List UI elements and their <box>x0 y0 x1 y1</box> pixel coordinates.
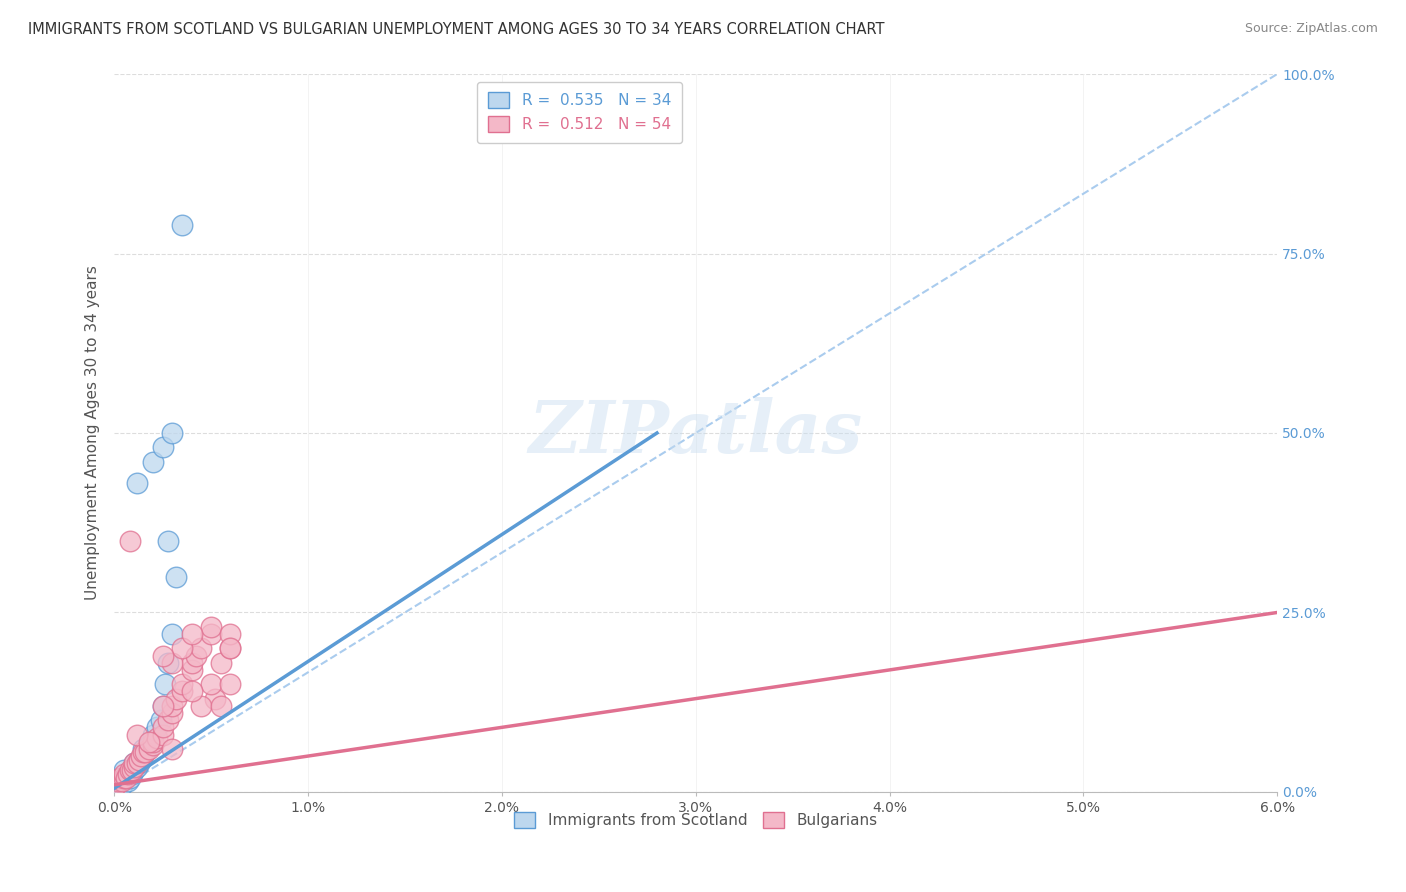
Point <box>142 739 165 753</box>
Point <box>180 656 202 670</box>
Point <box>118 533 141 548</box>
Point <box>121 764 143 778</box>
Point <box>170 641 193 656</box>
Point <box>146 731 169 745</box>
Point <box>114 771 136 785</box>
Point <box>146 720 169 734</box>
Point <box>142 735 165 749</box>
Point <box>162 425 184 440</box>
Point <box>152 727 174 741</box>
Point <box>219 627 242 641</box>
Point <box>112 767 135 781</box>
Point <box>200 627 222 641</box>
Point <box>170 684 193 698</box>
Point <box>108 771 131 785</box>
Point <box>162 742 184 756</box>
Point <box>204 691 226 706</box>
Point <box>152 648 174 663</box>
Legend: Immigrants from Scotland, Bulgarians: Immigrants from Scotland, Bulgarians <box>508 806 883 835</box>
Point <box>132 749 155 764</box>
Point <box>114 771 136 785</box>
Point <box>157 656 180 670</box>
Point <box>134 746 156 760</box>
Point <box>180 627 202 641</box>
Point <box>209 698 232 713</box>
Point <box>111 774 134 789</box>
Point <box>108 771 131 785</box>
Point <box>122 764 145 778</box>
Point <box>127 727 149 741</box>
Point <box>152 441 174 455</box>
Point <box>180 684 202 698</box>
Point <box>170 677 193 691</box>
Point <box>209 656 232 670</box>
Point <box>105 778 128 792</box>
Point <box>107 774 129 789</box>
Point <box>136 742 159 756</box>
Point <box>170 218 193 232</box>
Point <box>138 742 160 756</box>
Point <box>219 641 242 656</box>
Point <box>142 727 165 741</box>
Point <box>127 760 149 774</box>
Text: ZIPatlas: ZIPatlas <box>529 398 863 468</box>
Point <box>134 746 156 760</box>
Point <box>131 753 153 767</box>
Point <box>128 753 150 767</box>
Point <box>200 620 222 634</box>
Point <box>121 767 143 781</box>
Point <box>165 569 187 583</box>
Point <box>219 677 242 691</box>
Point <box>190 698 212 713</box>
Point <box>127 756 149 771</box>
Point <box>200 677 222 691</box>
Text: Source: ZipAtlas.com: Source: ZipAtlas.com <box>1244 22 1378 36</box>
Point <box>190 641 212 656</box>
Point <box>122 760 145 774</box>
Point <box>162 627 184 641</box>
Point <box>132 742 155 756</box>
Point <box>219 641 242 656</box>
Y-axis label: Unemployment Among Ages 30 to 34 years: Unemployment Among Ages 30 to 34 years <box>86 266 100 600</box>
Point <box>111 778 134 792</box>
Point <box>112 764 135 778</box>
Point <box>184 648 207 663</box>
Point <box>152 698 174 713</box>
Point <box>157 533 180 548</box>
Point <box>117 767 139 781</box>
Point <box>142 455 165 469</box>
Point <box>128 756 150 771</box>
Point <box>138 735 160 749</box>
Point <box>142 735 165 749</box>
Point <box>112 771 135 785</box>
Point <box>165 691 187 706</box>
Point <box>131 749 153 764</box>
Text: IMMIGRANTS FROM SCOTLAND VS BULGARIAN UNEMPLOYMENT AMONG AGES 30 TO 34 YEARS COR: IMMIGRANTS FROM SCOTLAND VS BULGARIAN UN… <box>28 22 884 37</box>
Point <box>118 771 141 785</box>
Point <box>162 656 184 670</box>
Point <box>149 713 172 727</box>
Point <box>152 698 174 713</box>
Point <box>117 774 139 789</box>
Point <box>162 698 184 713</box>
Point <box>157 713 180 727</box>
Point <box>107 778 129 792</box>
Point <box>162 706 184 720</box>
Point <box>152 720 174 734</box>
Point <box>122 756 145 771</box>
Point <box>127 476 149 491</box>
Point <box>153 677 176 691</box>
Point <box>122 756 145 771</box>
Point <box>132 746 155 760</box>
Point <box>118 764 141 778</box>
Point <box>112 771 135 785</box>
Point <box>138 739 160 753</box>
Point <box>180 663 202 677</box>
